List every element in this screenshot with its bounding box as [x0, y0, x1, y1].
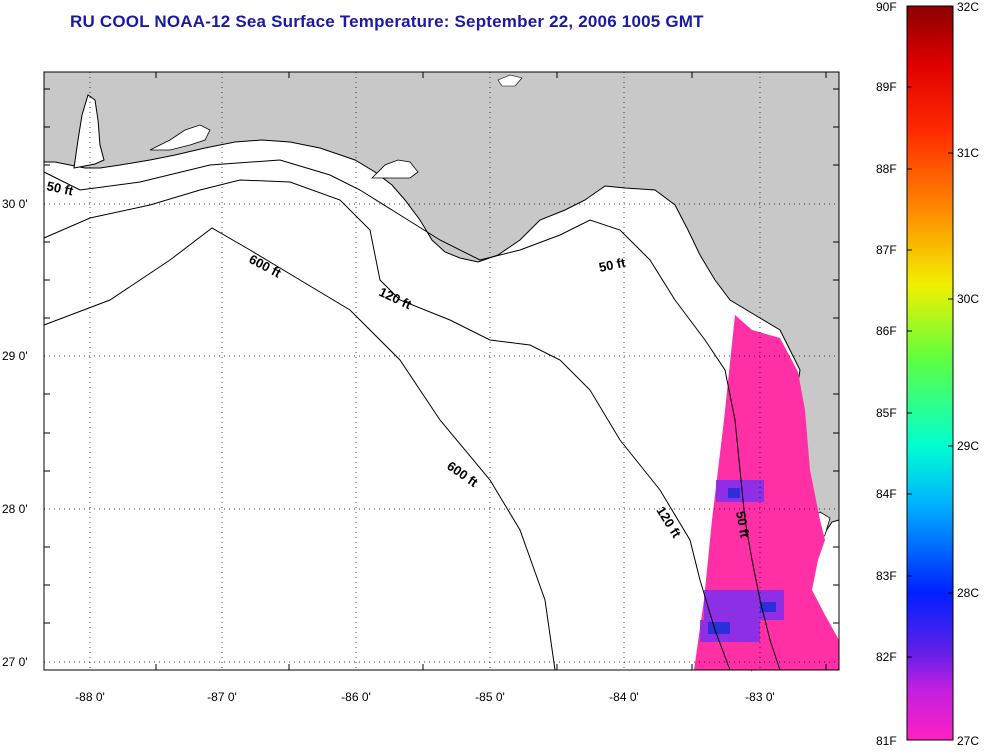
- colorbar-f-label: 87F: [876, 243, 897, 257]
- colorbar-f-label: 85F: [876, 406, 897, 420]
- colorbar-f-label: 81F: [876, 734, 897, 748]
- map-title: RU COOL NOAA-12 Sea Surface Temperature:…: [70, 12, 704, 31]
- bay-pensacola: [149, 124, 211, 151]
- isobath-120ft: [43, 179, 731, 671]
- colorbar: [906, 5, 954, 741]
- colorbar-f-label: 89F: [876, 80, 897, 94]
- colorbar-c-label: 27C: [957, 734, 979, 748]
- lon-label: -84 0': [609, 690, 639, 704]
- colorbar-c-label: 32C: [957, 0, 979, 14]
- colorbar-c-label: 29C: [957, 439, 979, 453]
- sst-swath: [694, 315, 839, 670]
- lon-label: -86 0': [341, 690, 371, 704]
- lon-label: -83 0': [745, 690, 775, 704]
- sst-spot: [760, 602, 776, 612]
- isobath-label: 50 ft: [45, 178, 75, 198]
- lat-label: 28 0': [2, 502, 28, 516]
- isobath-lines: [43, 159, 781, 671]
- colorbar-f-label: 82F: [876, 650, 897, 664]
- colorbar-f-label: 83F: [876, 569, 897, 583]
- lon-label: -87 0': [207, 690, 237, 704]
- sst-spot: [708, 622, 730, 634]
- lat-label: 29 0': [2, 349, 28, 363]
- colorbar-f-label: 84F: [876, 487, 897, 501]
- isobath-600ft: [43, 227, 556, 671]
- sst-spot: [728, 488, 740, 498]
- colorbar-c-label: 31C: [957, 146, 979, 160]
- colorbar-f-label: 88F: [876, 162, 897, 176]
- bay-apalachicola: [371, 159, 419, 179]
- isobath-50ft: [43, 159, 781, 671]
- lake: [497, 74, 523, 87]
- ticks: [44, 72, 839, 670]
- isobath-label: 50 ft: [733, 510, 753, 540]
- lon-label: -85 0': [475, 690, 505, 704]
- colorbar-c-label: 28C: [957, 586, 979, 600]
- colorbar-f-label: 86F: [876, 324, 897, 338]
- bay-mobile: [73, 94, 105, 169]
- lat-label: 27 0': [2, 655, 28, 669]
- colorbar-c-label: 30C: [957, 292, 979, 306]
- plot-frame: [43, 71, 840, 671]
- isobath-label: 50 ft: [598, 255, 628, 275]
- colorbar-f-label: 90F: [876, 0, 897, 14]
- lon-label: -88 0': [75, 690, 105, 704]
- lat-label: 30 0': [2, 197, 28, 211]
- colorbar-ticks: [907, 86, 953, 658]
